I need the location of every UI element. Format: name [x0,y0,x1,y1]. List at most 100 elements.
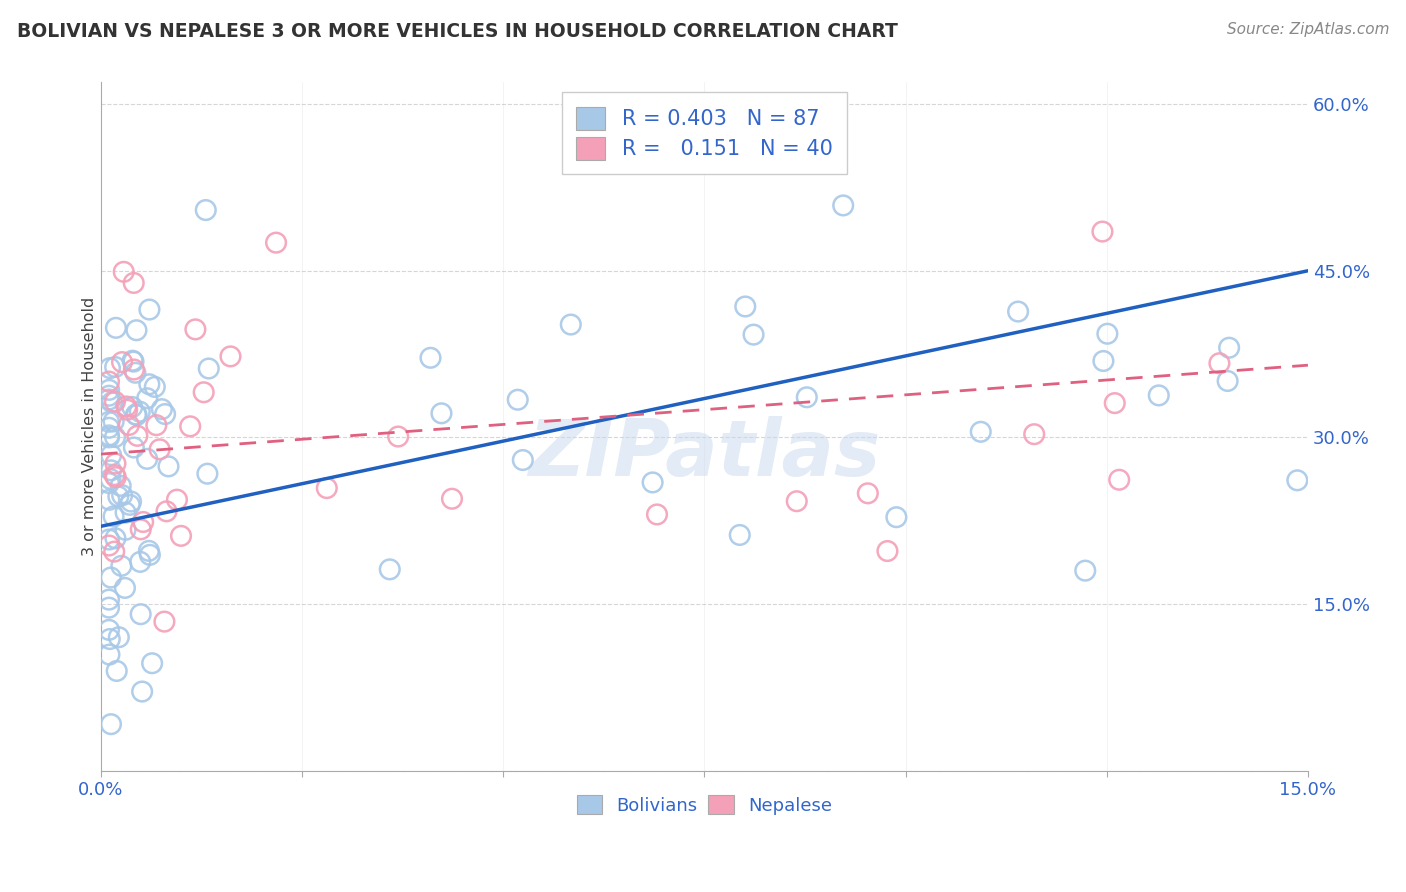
Point [219,350,242,364]
Point [124,366,146,380]
Point [138,377,160,392]
Point [98,375,121,389]
Point [98,389,121,403]
Point [98,428,121,442]
Point [98,492,121,507]
Point [131,684,153,698]
Point [98,415,121,429]
Point [104,321,127,335]
Point [100,717,122,731]
Point [138,544,160,558]
Point [734,300,756,314]
Legend: Bolivians, Nepalese: Bolivians, Nepalese [568,786,841,823]
Point [153,407,176,421]
Point [129,607,152,622]
Point [1024,427,1046,442]
Point [419,351,441,365]
Point [104,531,127,545]
Point [179,419,201,434]
Point [264,235,287,250]
Point [1007,304,1029,318]
Point [150,402,173,417]
Point [141,657,163,671]
Point [832,198,855,212]
Point [136,391,159,405]
Point [645,508,668,522]
Point [122,354,145,368]
Point [104,457,127,471]
Point [197,467,219,481]
Point [100,448,122,462]
Point [98,361,121,376]
Point [387,429,409,443]
Point [153,615,176,629]
Point [98,476,121,491]
Point [100,463,122,477]
Point [155,504,177,518]
Point [98,430,121,444]
Point [149,442,172,457]
Point [98,623,121,637]
Point [98,600,121,615]
Point [641,475,664,490]
Point [111,355,134,369]
Text: BOLIVIAN VS NEPALESE 3 OR MORE VEHICLES IN HOUSEHOLD CORRELATION CHART: BOLIVIAN VS NEPALESE 3 OR MORE VEHICLES … [17,22,898,41]
Point [856,486,879,500]
Point [193,385,215,400]
Point [1091,225,1114,239]
Point [122,276,145,290]
Point [970,425,993,439]
Point [136,451,159,466]
Point [132,515,155,529]
Point [1108,473,1130,487]
Point [512,453,534,467]
Point [98,632,121,646]
Point [98,421,121,435]
Point [1218,341,1240,355]
Point [98,539,121,553]
Point [98,383,121,397]
Point [125,323,148,337]
Point [315,481,337,495]
Text: ZIPatlas: ZIPatlas [529,416,880,491]
Point [103,468,125,483]
Point [98,592,121,607]
Point [101,395,124,409]
Point [104,470,127,484]
Y-axis label: 3 or more Vehicles in Household: 3 or more Vehicles in Household [83,297,97,556]
Point [100,472,122,486]
Point [114,523,136,537]
Point [1147,388,1170,402]
Point [1216,374,1239,388]
Point [128,405,150,419]
Point [728,528,751,542]
Point [118,498,141,512]
Point [125,408,148,422]
Text: Source: ZipAtlas.com: Source: ZipAtlas.com [1226,22,1389,37]
Point [876,544,898,558]
Point [112,265,135,279]
Point [107,490,129,504]
Point [145,418,167,433]
Point [129,522,152,536]
Point [138,302,160,317]
Point [157,459,180,474]
Point [121,400,143,414]
Point [129,555,152,569]
Point [378,562,401,576]
Point [560,318,582,332]
Point [125,408,148,422]
Point [506,392,529,407]
Point [118,417,141,432]
Point [103,509,125,524]
Point [166,492,188,507]
Point [143,380,166,394]
Point [194,202,217,217]
Point [1286,473,1309,487]
Point [440,491,463,506]
Point [105,664,128,678]
Point [430,406,453,420]
Point [114,581,136,595]
Point [98,648,121,662]
Point [115,400,138,414]
